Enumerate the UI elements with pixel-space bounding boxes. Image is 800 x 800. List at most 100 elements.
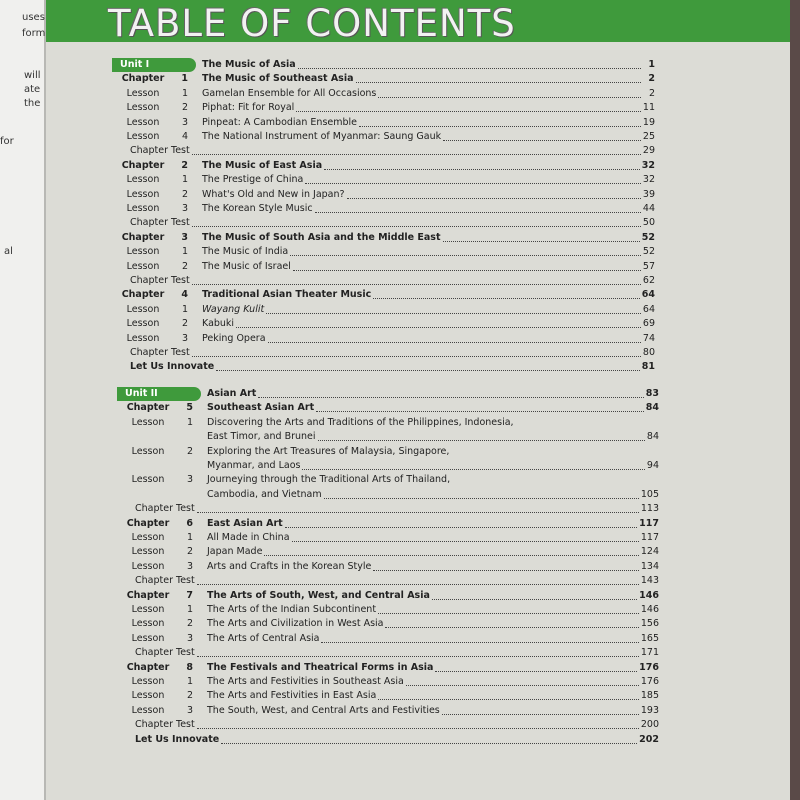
toc-row: East Timor, and Brunei 84: [117, 430, 659, 444]
toc-row: Chapter 5 Southeast Asian Art 84: [117, 401, 659, 415]
entry-label: Lesson: [126, 87, 160, 99]
previous-page: [0, 0, 46, 800]
toc-row: Chapter Test 143: [117, 574, 659, 588]
toc-row: Chapter 1 The Music of Southeast Asia 2: [112, 72, 655, 86]
title: TABLE OF CONTENTS: [108, 2, 516, 45]
entry-number: 2: [181, 318, 188, 330]
toc-row: Lesson 2 Exploring the Art Treasures of Ma…: [117, 445, 659, 459]
page-number: 200: [640, 719, 659, 731]
entry-number: 2: [181, 188, 188, 200]
page-number: 2: [648, 73, 655, 85]
leader: [284, 526, 638, 528]
entry-label: Lesson: [131, 604, 165, 615]
leader: [196, 584, 639, 586]
toc-row: Lesson 1 The Arts and Festivities in South…: [117, 675, 659, 689]
margin-fragment: ate: [24, 84, 41, 95]
entry-label: Lesson: [126, 303, 160, 315]
margin-fragment: will: [24, 70, 41, 81]
page-number: 117: [640, 532, 659, 543]
entry-number: 3: [186, 704, 193, 716]
entry-label: Lesson: [131, 416, 165, 428]
page-number: 146: [640, 604, 659, 615]
entry-label: Lesson: [131, 546, 165, 558]
entry-title: Gamelan Ensemble for All Occasions: [202, 87, 377, 99]
page-number: 69: [642, 318, 655, 330]
page-number: 156: [640, 618, 659, 630]
entry-number: 3: [186, 560, 193, 572]
margin-fragment: for: [0, 136, 14, 147]
entry-title: Pinpeat: A Cambodian Ensemble: [202, 116, 358, 128]
page-number: 84: [645, 402, 659, 414]
leader: [297, 68, 641, 69]
entry-label: Let Us Innovate: [135, 733, 220, 745]
entry-title: The Festivals and Theatrical Forms in As…: [207, 661, 434, 673]
entry-label: Lesson: [126, 102, 160, 114]
margin-fragment: uses: [22, 12, 45, 23]
entry-number: 6: [186, 517, 193, 529]
toc-row: Lesson 1 Gamelan Ensemble for All Occasion…: [112, 87, 655, 101]
leader: [196, 656, 639, 658]
page-number: 64: [642, 303, 655, 315]
leader: [373, 298, 640, 300]
toc-row: Lesson 2 What's Old and New in Japan? 39: [112, 188, 655, 202]
margin-fragment: form: [22, 28, 46, 39]
toc-row: Lesson 1 The Arts of the Indian Subcontine…: [117, 603, 659, 617]
entry-label: Lesson: [126, 260, 160, 272]
page-number: 83: [645, 388, 659, 399]
entry-title: Southeast Asian Art: [207, 402, 315, 414]
leader: [324, 168, 640, 170]
entry-label: Chapter Test: [130, 217, 190, 229]
leader: [317, 440, 645, 442]
unit-title: The Music of Asia: [202, 59, 296, 70]
entry-number: 3: [181, 231, 188, 243]
entry-number: 1: [186, 416, 193, 428]
leader: [355, 82, 641, 84]
leader: [435, 670, 638, 672]
leader: [196, 728, 639, 730]
leader: [266, 312, 641, 314]
toc-row: Chapter Test 113: [117, 502, 659, 516]
entry-number: 3: [181, 116, 188, 128]
leader: [216, 370, 640, 372]
toc-row: Lesson 1 The Prestige of China 32: [112, 173, 655, 187]
leader: [305, 183, 641, 185]
entry-title: The Music of Southeast Asia: [202, 73, 354, 85]
entry-label: Chapter: [126, 402, 170, 414]
entry-label: Chapter Test: [130, 275, 190, 286]
leader: [321, 641, 639, 643]
entry-number: 5: [186, 402, 193, 414]
entry-title: What's Old and New in Japan?: [202, 188, 345, 200]
toc-row: Lesson 3 Peking Opera 74: [112, 332, 655, 346]
entry-title: All Made in China: [207, 532, 290, 543]
entry-title: The South, West, and Central Arts and Fe…: [207, 704, 440, 716]
entry-title: The Music of South Asia and the Middle E…: [202, 231, 441, 243]
entry-label: Chapter: [121, 289, 165, 301]
page-number: 81: [641, 361, 655, 373]
page-number: 32: [641, 159, 655, 171]
toc-row: Lesson 1 Wayang Kulit 64: [112, 303, 655, 317]
entry-number: 4: [181, 131, 188, 142]
header-band: [46, 0, 790, 42]
entry-number: 2: [186, 546, 193, 558]
page-number: 124: [640, 546, 659, 558]
page-number: 84: [646, 431, 659, 443]
entry-number: 3: [186, 632, 193, 644]
entry-title: The Korean Style Music: [202, 203, 313, 214]
page-number: 80: [642, 347, 655, 358]
leader: [346, 197, 641, 199]
entry-number: 2: [186, 445, 193, 457]
toc-row: Chapter Test 171: [117, 646, 659, 660]
entry-title: Exploring the Art Treasures of Malaysia,…: [207, 445, 450, 457]
leader: [314, 212, 641, 213]
entry-label: Lesson: [131, 704, 165, 716]
leader: [236, 327, 641, 329]
entry-label: Lesson: [131, 560, 165, 572]
page-number: 62: [642, 275, 655, 286]
leader: [443, 140, 641, 141]
leader: [373, 569, 639, 571]
entry-label: Chapter: [121, 73, 165, 85]
entry-label: Lesson: [126, 188, 160, 200]
entry-title: The Prestige of China: [202, 174, 304, 186]
entry-label: Lesson: [131, 676, 165, 687]
entry-label: Chapter Test: [135, 503, 195, 515]
